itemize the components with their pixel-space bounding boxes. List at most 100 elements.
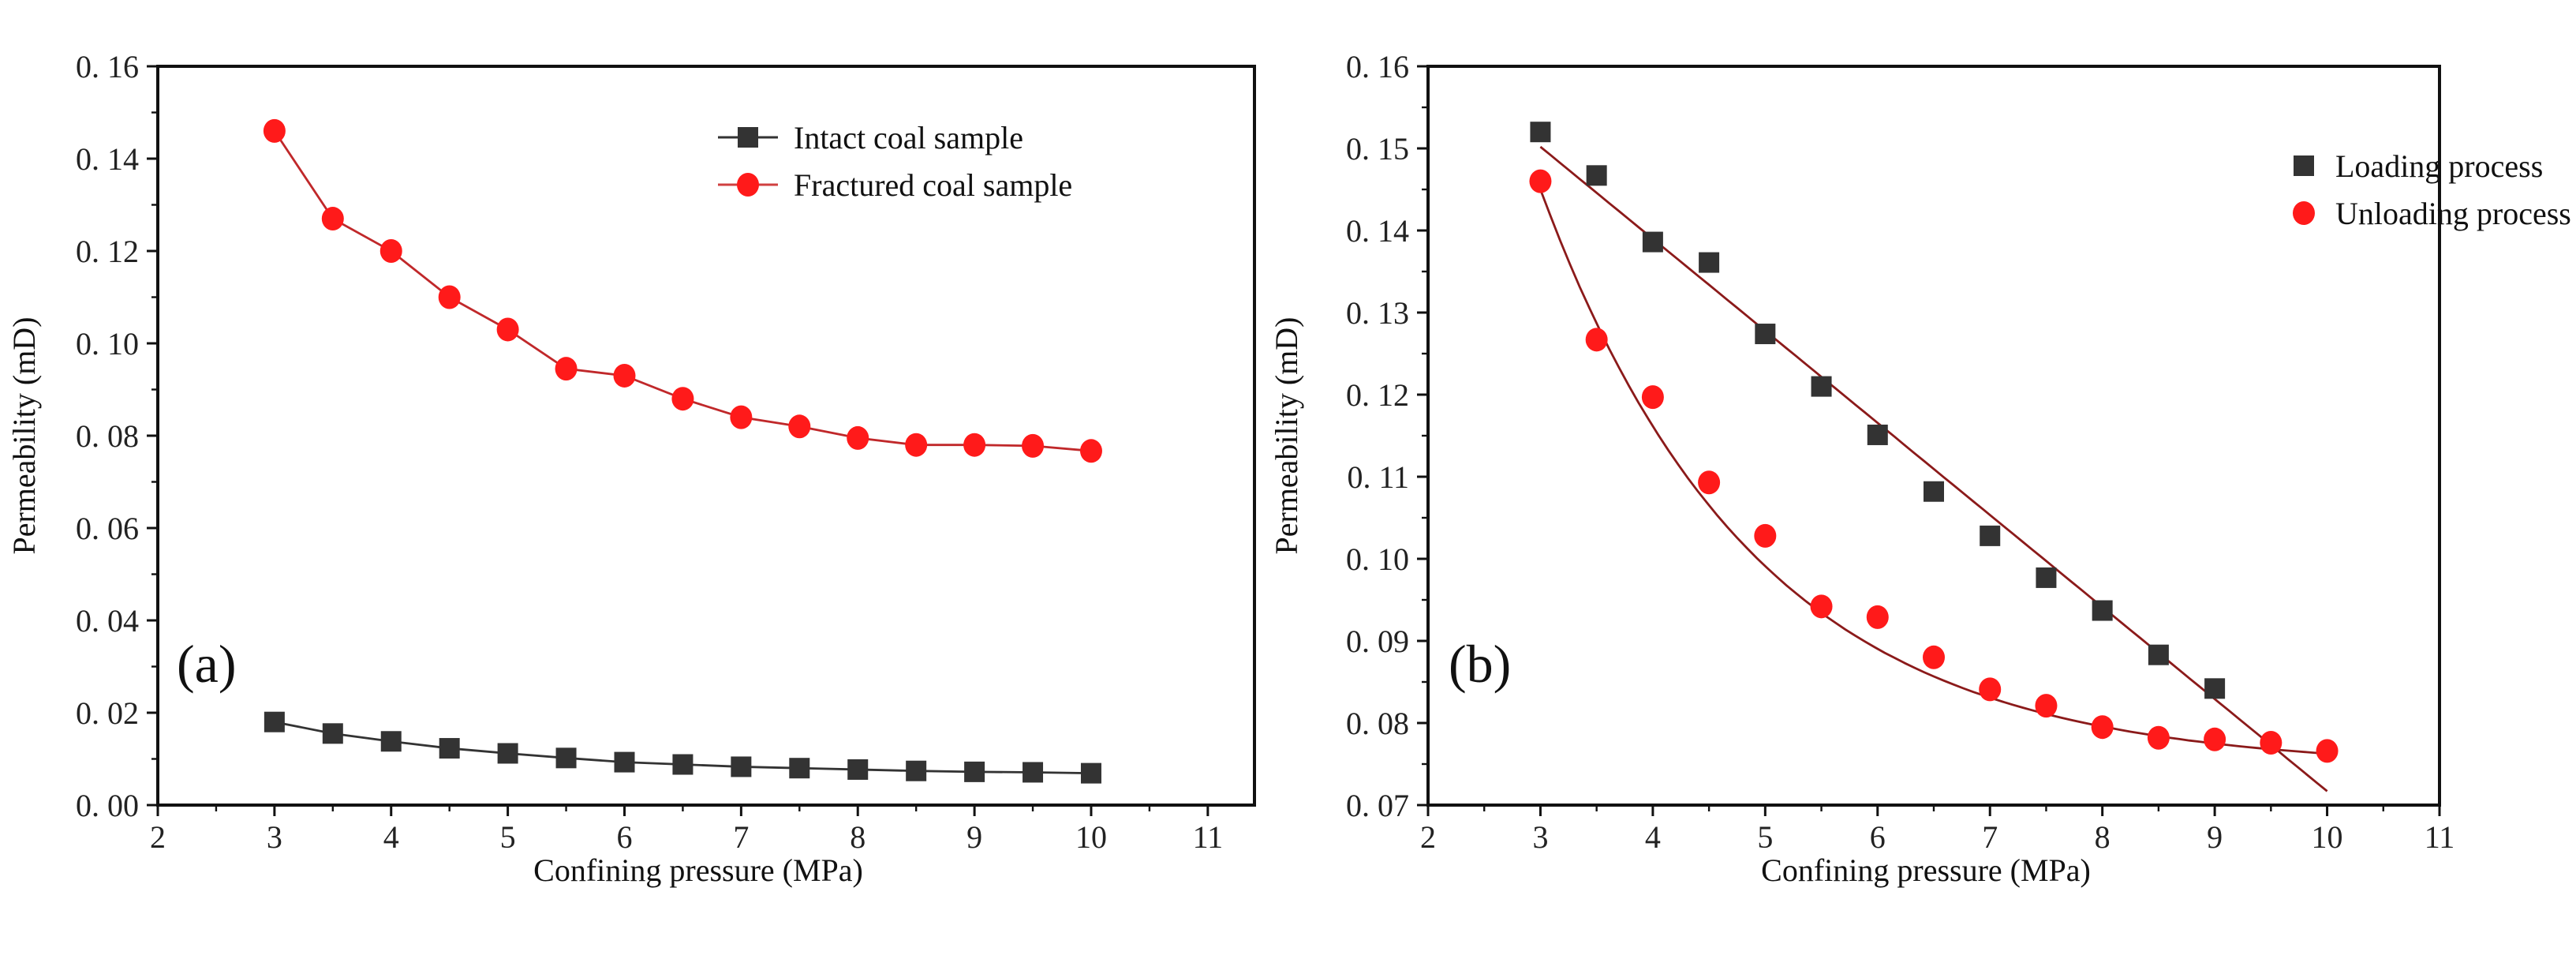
panel-label: (a) (177, 634, 236, 694)
data-point (1923, 645, 1945, 669)
data-point (263, 118, 286, 143)
legend-marker (738, 127, 758, 148)
y-axis-label: Permeability (mD) (6, 317, 42, 554)
x-axis-label: Confining pressure (MPa) (1761, 852, 2091, 888)
y-tick-label: 0. 12 (1346, 377, 1409, 413)
panel-b-chart: 2 3 4 5 6 7 8 9 10 11 0. 07 0. 08 0. 09 0. 10 0. 11 0. … (1269, 49, 2571, 888)
fit-curve (1539, 189, 2327, 755)
x-tick-label: 2 (1420, 819, 1436, 855)
data-point (789, 758, 810, 779)
y-tick-label: 0. 12 (76, 234, 139, 269)
y-tick-label: 0. 07 (1346, 788, 1409, 823)
data-point (1810, 594, 1833, 619)
x-tick-label: 11 (1193, 819, 1224, 855)
y-tick-label: 0. 10 (1346, 541, 1409, 577)
data-point (555, 747, 577, 769)
y-tick-label: 0. 10 (76, 326, 139, 362)
x-tick-label: 3 (1532, 819, 1548, 855)
y-tick-label: 0. 16 (76, 49, 139, 84)
data-point (614, 751, 635, 773)
data-point (788, 414, 811, 439)
data-point (1586, 165, 1607, 186)
x-tick-label: 7 (733, 819, 749, 855)
x-tick-label: 4 (1645, 819, 1661, 855)
x-axis-label: Confining pressure (MPa) (533, 852, 863, 888)
data-point (963, 433, 986, 457)
y-tick-label: 0. 11 (1347, 459, 1409, 495)
plot-frame (1426, 65, 2441, 807)
data-point (1811, 376, 1832, 397)
y-tick-label: 0. 00 (76, 788, 139, 823)
x-tick-label: 11 (2425, 819, 2455, 855)
data-point (1698, 470, 1721, 495)
x-tick-label: 7 (1982, 819, 1998, 855)
data-point (2036, 567, 2057, 588)
data-point (264, 711, 285, 732)
data-point (497, 743, 518, 764)
data-point (1754, 523, 1777, 548)
data-point (847, 425, 869, 450)
data-point (1980, 525, 2001, 546)
data-point (380, 731, 402, 752)
data-point (2316, 739, 2339, 763)
x-tick-label: 8 (2095, 819, 2111, 855)
data-point (905, 433, 928, 457)
data-point (1022, 433, 1045, 458)
data-point (1867, 424, 1888, 445)
data-point (1642, 231, 1663, 253)
legend-label: Intact coal sample (794, 120, 1023, 155)
y-tick-label: 0. 08 (1346, 706, 1409, 741)
data-point (2148, 644, 2169, 665)
plot-frame (156, 65, 1256, 807)
legend-label: Unloading process (2335, 196, 2571, 231)
y-tick-label: 0. 02 (76, 695, 139, 731)
data-point (2091, 715, 2114, 740)
data-point (496, 317, 519, 342)
data-point (438, 285, 461, 309)
data-point (1755, 324, 1776, 345)
data-point (964, 761, 985, 782)
data-point (1641, 385, 1664, 410)
y-tick-label: 0. 15 (1346, 131, 1409, 167)
data-point (2035, 694, 2058, 718)
data-point (2204, 727, 2226, 751)
data-point (555, 357, 578, 381)
x-tick-label: 9 (2207, 819, 2223, 855)
data-point (1023, 762, 1044, 783)
data-point (321, 207, 344, 231)
legend-label: Fractured coal sample (794, 167, 1072, 203)
y-tick-label: 0. 08 (76, 418, 139, 454)
data-point (731, 756, 752, 777)
y-tick-label: 0. 04 (76, 603, 139, 639)
data-point (671, 387, 694, 411)
panel-a-chart: 2 3 4 5 6 7 8 9 10 11 0. 00 0. 02 0. 04 0. 06 0. 08 0. … (6, 49, 1256, 888)
x-tick-label: 8 (850, 819, 866, 855)
x-tick-label: 6 (616, 819, 632, 855)
data-point (379, 239, 402, 263)
x-tick-label: 9 (966, 819, 982, 855)
legend-marker (737, 173, 759, 197)
data-point (1585, 328, 1608, 352)
data-point (2260, 730, 2283, 755)
y-tick-label: 0. 13 (1346, 295, 1409, 331)
data-point (613, 363, 636, 388)
data-point (1699, 252, 1720, 273)
data-point (1529, 169, 1552, 193)
x-tick-label: 6 (1870, 819, 1886, 855)
x-tick-label: 2 (150, 819, 166, 855)
data-point (730, 405, 753, 429)
data-point (906, 760, 927, 781)
data-point (672, 754, 694, 775)
y-tick-label: 0. 16 (1346, 49, 1409, 84)
data-point (2092, 600, 2113, 621)
x-tick-label: 10 (1075, 819, 1107, 855)
y-axis-label: Permeability (mD) (1269, 317, 1304, 554)
y-tick-label: 0. 14 (76, 141, 139, 177)
y-tick-label: 0. 09 (1346, 624, 1409, 659)
x-tick-label: 10 (2312, 819, 2343, 855)
x-tick-label: 3 (267, 819, 282, 855)
y-tick-label: 0. 14 (1346, 213, 1409, 249)
data-point (1866, 605, 1889, 629)
data-point (322, 723, 343, 744)
